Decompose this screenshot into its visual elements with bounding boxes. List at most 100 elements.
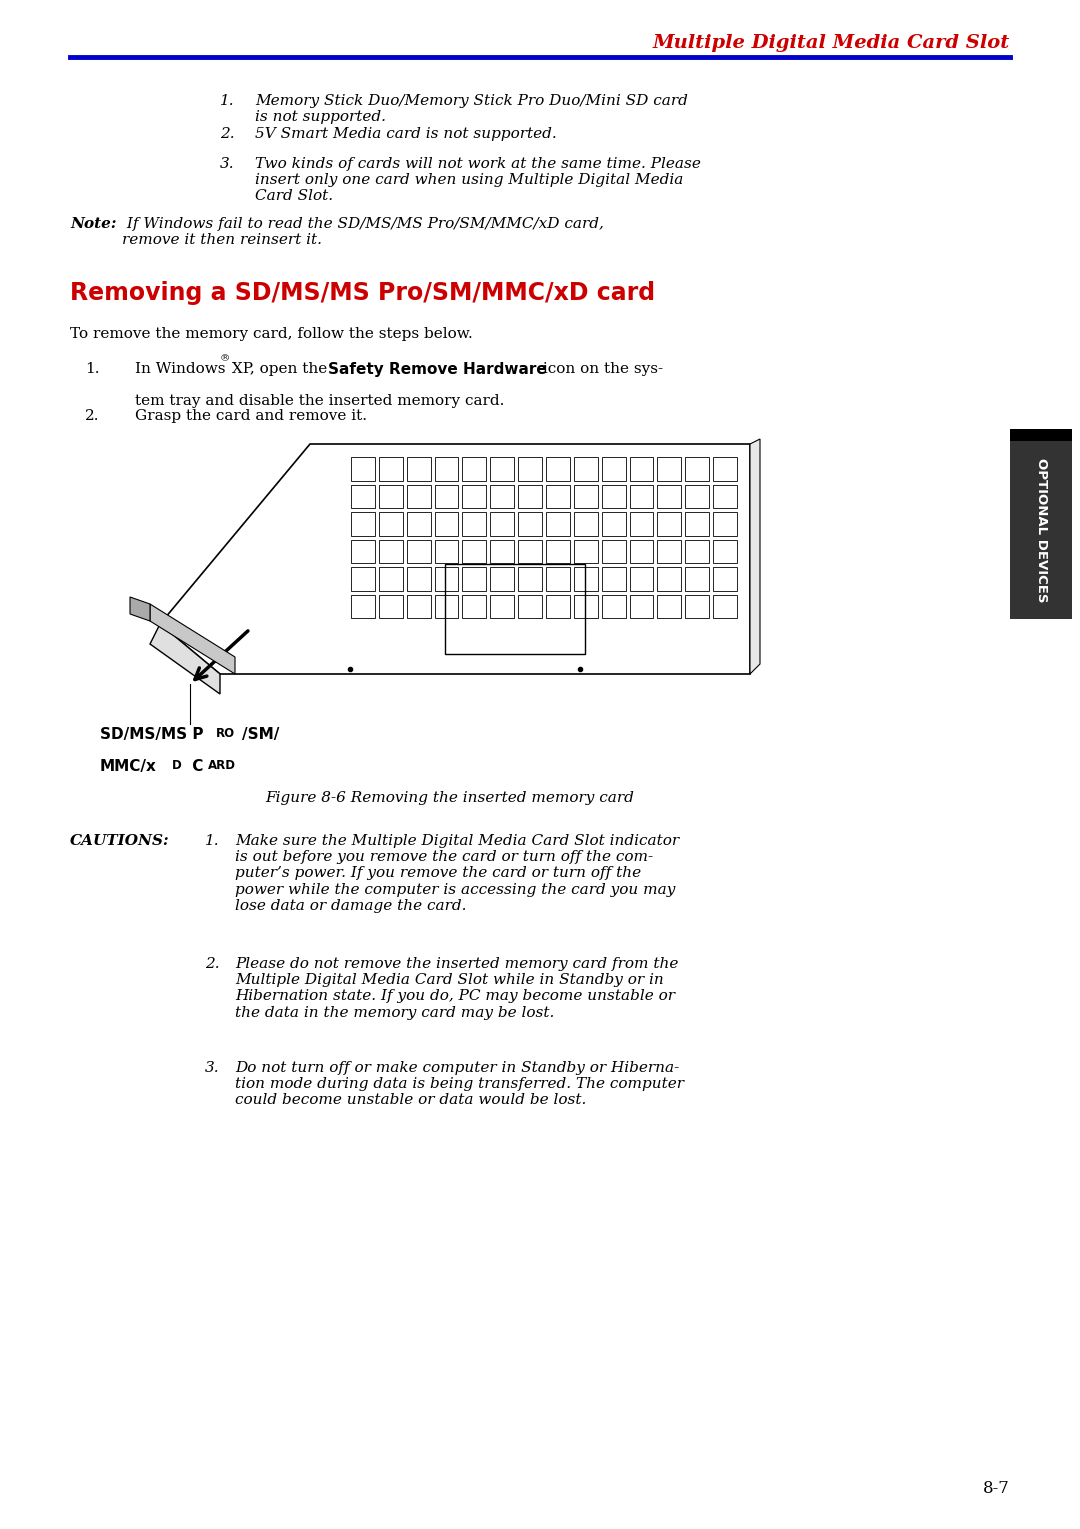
Bar <box>573 540 597 563</box>
Bar <box>573 595 597 618</box>
Text: 5V Smart Media card is not supported.: 5V Smart Media card is not supported. <box>255 127 557 141</box>
Bar <box>546 595 570 618</box>
Bar <box>462 457 486 480</box>
Bar <box>658 595 681 618</box>
Text: 3.: 3. <box>205 1061 219 1075</box>
Bar <box>462 595 486 618</box>
Bar <box>462 540 486 563</box>
Text: Do not turn off or make computer in Standby or Hiberna-
tion mode during data is: Do not turn off or make computer in Stan… <box>235 1061 684 1107</box>
Bar <box>686 485 710 508</box>
Text: 2.: 2. <box>220 127 234 141</box>
Bar <box>490 595 514 618</box>
Text: In Windows: In Windows <box>135 362 226 376</box>
Bar <box>686 595 710 618</box>
Bar <box>546 457 570 480</box>
Bar <box>407 595 431 618</box>
Bar <box>407 567 431 590</box>
Bar <box>573 485 597 508</box>
Bar <box>686 512 710 535</box>
Text: Please do not remove the inserted memory card from the
Multiple Digital Media Ca: Please do not remove the inserted memory… <box>235 957 678 1020</box>
Text: To remove the memory card, follow the steps below.: To remove the memory card, follow the st… <box>70 327 473 341</box>
Text: 3.: 3. <box>220 157 234 171</box>
Bar <box>602 540 625 563</box>
Text: Note:: Note: <box>70 217 117 231</box>
Text: Grasp the card and remove it.: Grasp the card and remove it. <box>135 408 367 424</box>
Bar <box>462 485 486 508</box>
Bar <box>490 540 514 563</box>
Bar <box>379 540 403 563</box>
Text: Figure 8-6 Removing the inserted memory card: Figure 8-6 Removing the inserted memory … <box>266 790 634 804</box>
Bar <box>434 485 458 508</box>
Text: /SM/: /SM/ <box>242 726 280 742</box>
Bar <box>658 512 681 535</box>
Bar <box>602 457 625 480</box>
Bar <box>602 595 625 618</box>
Bar <box>351 595 375 618</box>
Bar <box>434 540 458 563</box>
Text: CAUTIONS:: CAUTIONS: <box>70 833 170 849</box>
Bar <box>462 512 486 535</box>
Bar <box>630 595 653 618</box>
Bar <box>573 567 597 590</box>
Bar <box>630 485 653 508</box>
Text: tem tray and disable the inserted memory card.: tem tray and disable the inserted memory… <box>135 394 504 408</box>
Bar <box>630 457 653 480</box>
Text: Memory Stick Duo/Memory Stick Pro Duo/Mini SD card
is not supported.: Memory Stick Duo/Memory Stick Pro Duo/Mi… <box>255 93 688 124</box>
Bar <box>713 540 737 563</box>
Bar <box>630 540 653 563</box>
Bar <box>490 567 514 590</box>
Bar <box>546 567 570 590</box>
Bar <box>407 485 431 508</box>
Bar <box>686 457 710 480</box>
Text: Make sure the Multiple Digital Media Card Slot indicator
is out before you remov: Make sure the Multiple Digital Media Car… <box>235 833 679 913</box>
Text: C: C <box>187 758 203 774</box>
Text: 1.: 1. <box>205 833 219 849</box>
Bar <box>434 512 458 535</box>
Bar <box>462 567 486 590</box>
Bar <box>1010 430 1072 440</box>
Bar <box>713 457 737 480</box>
Text: OPTIONAL DEVICES: OPTIONAL DEVICES <box>1035 457 1048 602</box>
Bar <box>490 457 514 480</box>
Bar <box>630 512 653 535</box>
Bar <box>379 595 403 618</box>
Bar <box>351 512 375 535</box>
Bar <box>518 512 542 535</box>
Bar <box>546 512 570 535</box>
Bar <box>490 485 514 508</box>
Bar <box>658 540 681 563</box>
Bar <box>713 595 737 618</box>
Bar <box>351 485 375 508</box>
Polygon shape <box>150 624 220 694</box>
Bar <box>658 567 681 590</box>
Bar <box>602 485 625 508</box>
Bar <box>379 485 403 508</box>
Text: Removing a SD/MS/MS Pro/SM/MMC/xD card: Removing a SD/MS/MS Pro/SM/MMC/xD card <box>70 281 656 304</box>
Bar <box>573 512 597 535</box>
Bar <box>630 567 653 590</box>
Text: Multiple Digital Media Card Slot: Multiple Digital Media Card Slot <box>652 34 1010 52</box>
Text: icon on the sys-: icon on the sys- <box>538 362 663 376</box>
Text: 1.: 1. <box>220 93 234 109</box>
Bar <box>713 567 737 590</box>
Bar <box>351 540 375 563</box>
Bar <box>546 540 570 563</box>
Bar <box>434 567 458 590</box>
Bar <box>1010 430 1072 619</box>
Bar <box>434 595 458 618</box>
Bar <box>518 567 542 590</box>
Bar <box>445 564 585 654</box>
Bar <box>379 567 403 590</box>
Text: 8-7: 8-7 <box>983 1480 1010 1497</box>
Text: 2.: 2. <box>85 408 99 424</box>
Text: SD/MS/MS P: SD/MS/MS P <box>100 726 203 742</box>
Bar <box>573 457 597 480</box>
Bar <box>407 512 431 535</box>
Polygon shape <box>130 596 150 621</box>
Bar <box>713 485 737 508</box>
Bar <box>602 567 625 590</box>
Bar <box>518 457 542 480</box>
Text: Safety Remove Hardware: Safety Remove Hardware <box>328 362 546 378</box>
Bar <box>658 485 681 508</box>
Text: RO: RO <box>216 726 234 740</box>
